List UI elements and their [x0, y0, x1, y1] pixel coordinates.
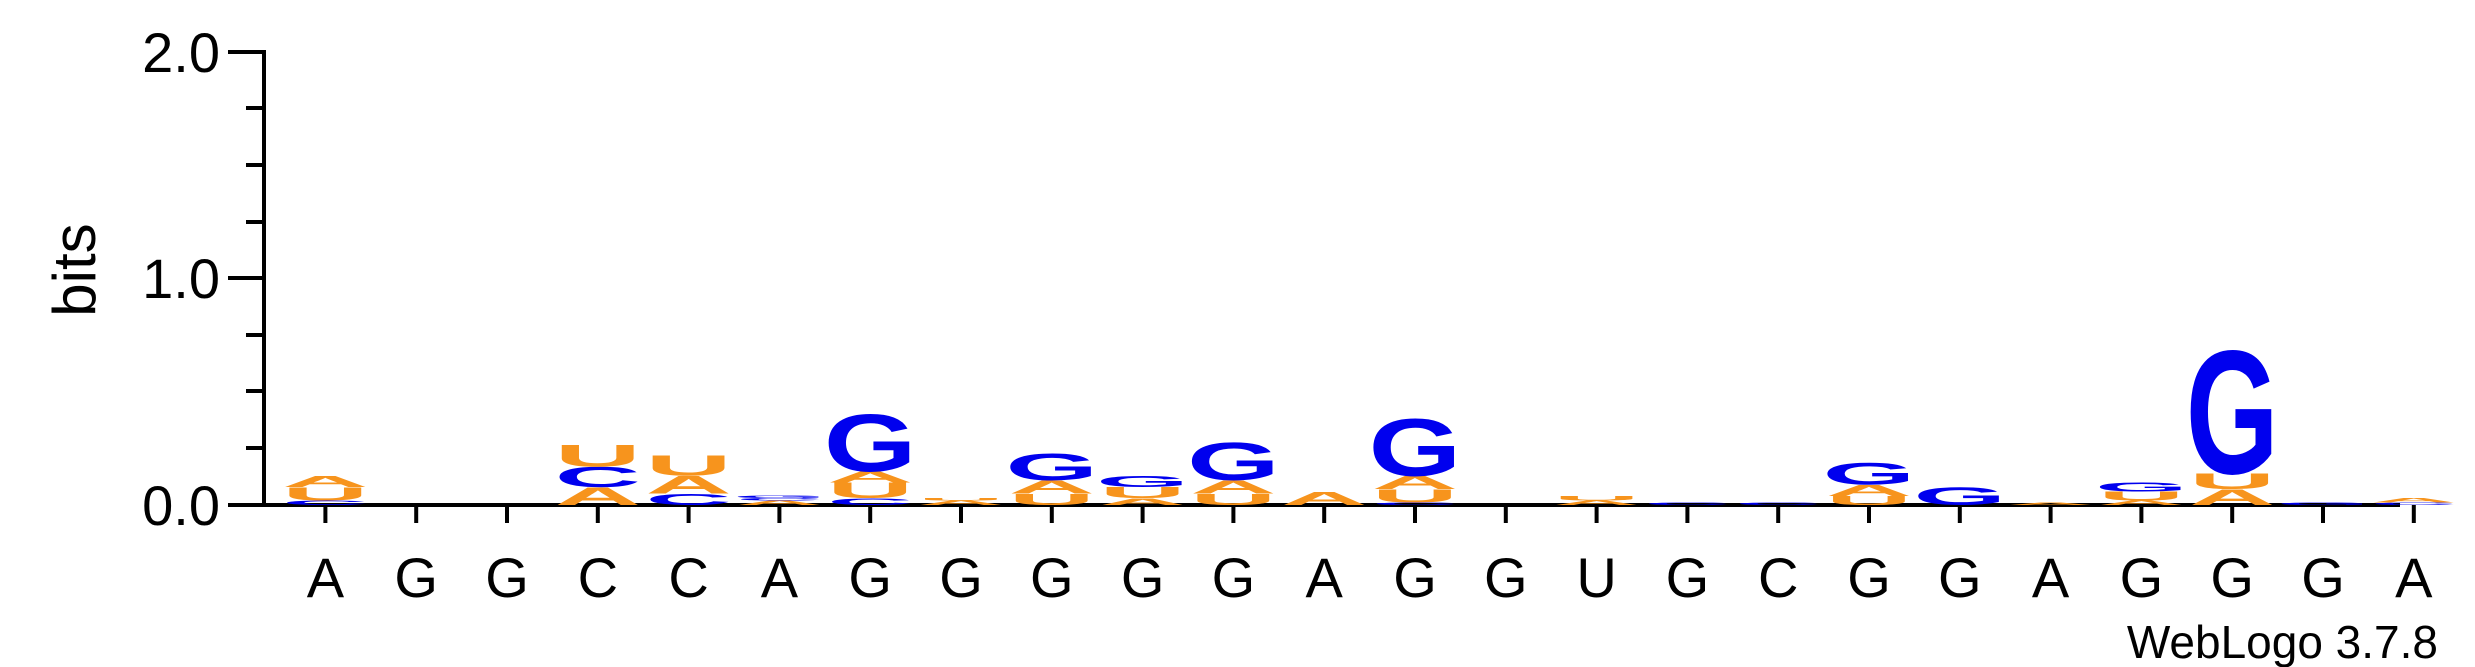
logo-letter-C-pos-13: C	[1372, 502, 1458, 506]
logo-letter-G-pos-18: G	[1823, 456, 1916, 491]
logo-letter-U-pos-7: U	[827, 478, 913, 503]
x-tick-label-15: U	[1576, 546, 1616, 609]
x-tick-label-2: G	[394, 546, 438, 609]
logo-letter-U-pos-4: U	[555, 438, 641, 473]
x-tick-label-3: G	[485, 546, 529, 609]
y-tick-label-1: 1.0	[142, 247, 220, 310]
logo-letter-U-pos-13: U	[1372, 486, 1458, 507]
logo-letter-U-pos-5: U	[645, 450, 731, 482]
x-tick-label-18: G	[1847, 546, 1891, 609]
x-tick-label-11: G	[1212, 546, 1256, 609]
logo-letter-A-pos-22: A	[2189, 485, 2275, 510]
x-tick-label-17: C	[1758, 546, 1798, 609]
logo-letter-C-pos-17: C	[1735, 502, 1821, 506]
logo-letter-C-pos-7: C	[827, 496, 913, 507]
logo-letter-C-pos-24: C	[2371, 502, 2457, 506]
logo-letter-A-pos-4: A	[555, 483, 641, 511]
logo-letter-C-pos-5: C	[645, 491, 731, 509]
logo-letter-A-pos-24: A	[2371, 497, 2457, 504]
logo-letter-A-pos-11: A	[1190, 477, 1276, 498]
logo-letter-C-pos-4: C	[555, 461, 641, 493]
logo-letter-A-pos-20: A	[2007, 502, 2093, 506]
logo-letter-U-pos-11: U	[1190, 491, 1276, 509]
logo-letter-G-pos-10: G	[1096, 473, 1189, 491]
logo-letter-A-pos-21: A	[2098, 499, 2184, 506]
logo-letter-G-pos-6: G	[733, 495, 826, 499]
logo-letter-A-pos-15: A	[1553, 499, 1639, 506]
logo-letter-G-pos-9: G	[1005, 446, 1098, 488]
x-tick-label-14: G	[1484, 546, 1528, 609]
y-tick-label-0: 0.0	[142, 474, 220, 537]
x-ticks	[323, 505, 2416, 523]
x-tick-label-7: G	[848, 546, 892, 609]
weblogo-credit: WebLogo 3.7.8	[2127, 616, 2438, 667]
x-tick-label-13: G	[1393, 546, 1437, 609]
x-tick-label-12: A	[1306, 546, 1344, 609]
logo-letter-G-pos-21: G	[2095, 480, 2188, 494]
x-tick-label-23: G	[2301, 546, 2345, 609]
x-tick-label-8: G	[939, 546, 983, 609]
x-tick-label-24: A	[2395, 546, 2433, 609]
logo-letter-U-pos-9: U	[1009, 491, 1095, 509]
logo-letter-A-pos-18: A	[1826, 482, 1912, 500]
y-tick-label-2: 2.0	[142, 21, 220, 84]
logo-letter-U-pos-18: U	[1826, 494, 1912, 508]
logo-letter-G-pos-19: G	[1913, 483, 2006, 511]
logo-letter-C-pos-1: C	[282, 499, 368, 506]
logo-letter-A-pos-7: A	[827, 468, 913, 486]
x-tick-label-4: C	[578, 546, 618, 609]
logo-letter-G-pos-23: G	[2277, 502, 2370, 506]
logo-letter-A-pos-13: A	[1372, 472, 1458, 493]
x-tick-label-6: A	[761, 546, 799, 609]
x-tick-label-20: A	[2032, 546, 2070, 609]
x-tick-label-5: C	[668, 546, 708, 609]
logo-letter-G-pos-22: G	[2186, 314, 2279, 511]
x-tick-label-10: G	[1121, 546, 1165, 609]
y-axis	[228, 50, 266, 507]
x-tick-label-21: G	[2120, 546, 2164, 609]
logo-letter-G-pos-7: G	[824, 397, 917, 489]
logo-letter-U-pos-10: U	[1099, 484, 1185, 502]
logo-letter-G-pos-13: G	[1369, 401, 1462, 493]
logo-letter-A-pos-9: A	[1009, 477, 1095, 498]
x-tick-label-9: G	[1030, 546, 1074, 609]
logo-letter-U-pos-8: U	[918, 498, 1004, 502]
logo-letter-A-pos-1: A	[282, 473, 368, 491]
logo-letter-A-pos-10: A	[1099, 496, 1185, 507]
x-tick-label-1: A	[307, 546, 345, 609]
logo-letter-C-pos-6: C	[736, 498, 822, 502]
x-tick-label-22: G	[2210, 546, 2254, 609]
logo-letter-A-pos-6: A	[736, 499, 822, 506]
logo-letter-A-pos-8: A	[918, 499, 1004, 506]
logo-letter-A-pos-12: A	[1281, 488, 1367, 509]
x-tick-label-19: G	[1938, 546, 1982, 609]
x-tick-label-16: G	[1666, 546, 1710, 609]
logo-letter-U-pos-15: U	[1553, 495, 1639, 502]
logo-letter-U-pos-22: U	[2189, 469, 2275, 494]
logo-letter-U-pos-21: U	[2098, 489, 2184, 503]
logo-letter-G-pos-11: G	[1187, 431, 1280, 491]
logo-letter-C-pos-16: C	[1644, 502, 1730, 506]
logo-letter-A-pos-5: A	[645, 471, 731, 499]
logo-letter-U-pos-1: U	[282, 484, 368, 505]
y-axis-label: bits	[41, 223, 108, 316]
